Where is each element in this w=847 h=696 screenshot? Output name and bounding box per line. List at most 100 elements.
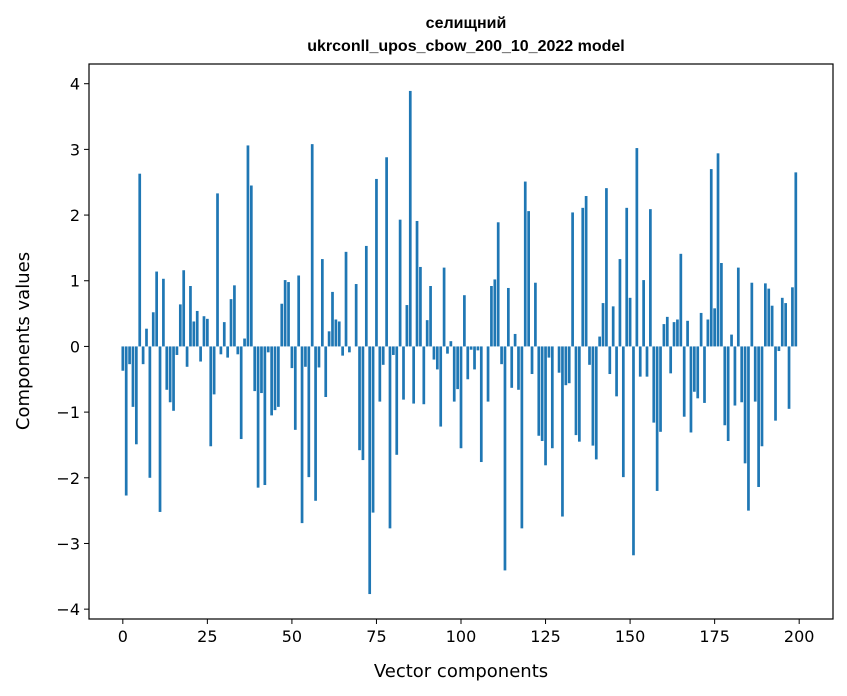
y-tick-label: −3 bbox=[56, 534, 80, 553]
bar-component-129 bbox=[557, 346, 561, 373]
bar-component-45 bbox=[273, 346, 277, 411]
bar-component-38 bbox=[249, 185, 253, 347]
bar-component-120 bbox=[527, 211, 530, 347]
x-tick-label: 0 bbox=[118, 627, 128, 646]
bar-component-92 bbox=[432, 346, 436, 360]
bar-component-61 bbox=[327, 331, 331, 347]
x-tick-label: 75 bbox=[366, 627, 386, 646]
bar-component-182 bbox=[736, 267, 740, 347]
bar-component-112 bbox=[500, 346, 503, 365]
x-axis-label: Vector components bbox=[374, 661, 548, 682]
bar-component-126 bbox=[547, 346, 551, 358]
x-tick-label: 175 bbox=[699, 627, 730, 646]
bar-component-122 bbox=[534, 282, 537, 347]
bar-component-148 bbox=[621, 346, 625, 478]
bar-component-181 bbox=[733, 346, 737, 406]
bar-component-109 bbox=[490, 286, 493, 347]
bar-component-118 bbox=[520, 346, 524, 529]
bar-component-41 bbox=[260, 346, 263, 394]
bar-component-124 bbox=[540, 346, 544, 442]
bar-component-156 bbox=[649, 209, 652, 347]
bar-component-101 bbox=[463, 295, 466, 347]
x-tick-label: 125 bbox=[530, 627, 561, 646]
bar-component-190 bbox=[764, 283, 767, 347]
bar-component-17 bbox=[178, 304, 182, 347]
chart-title-line1: селищний bbox=[426, 15, 507, 32]
bar-component-161 bbox=[665, 316, 669, 347]
bar-component-162 bbox=[669, 346, 673, 374]
bar-component-151 bbox=[632, 346, 635, 556]
bar-component-84 bbox=[405, 305, 409, 347]
bar-component-28 bbox=[216, 193, 219, 347]
bar-component-81 bbox=[395, 346, 399, 455]
bar-component-65 bbox=[341, 346, 344, 356]
bar-component-58 bbox=[317, 346, 321, 368]
bar-component-3 bbox=[131, 346, 135, 407]
bar-component-25 bbox=[206, 318, 209, 347]
bar-component-119 bbox=[523, 181, 527, 347]
bar-component-178 bbox=[723, 346, 727, 426]
bar-component-10 bbox=[155, 271, 158, 347]
bar-component-75 bbox=[375, 178, 378, 347]
bar-component-111 bbox=[496, 222, 500, 347]
y-tick-label: −1 bbox=[56, 403, 80, 422]
bar-component-19 bbox=[185, 346, 189, 367]
bar-component-144 bbox=[608, 346, 612, 375]
bar-component-30 bbox=[222, 322, 226, 347]
bar-component-59 bbox=[320, 259, 324, 347]
bar-component-21 bbox=[192, 321, 196, 347]
bar-component-198 bbox=[791, 287, 794, 347]
bar-component-20 bbox=[189, 286, 192, 347]
x-tick-label: 50 bbox=[282, 627, 302, 646]
bar-component-67 bbox=[348, 346, 351, 353]
bar-component-191 bbox=[767, 288, 771, 347]
bar-component-35 bbox=[239, 346, 243, 440]
bar-component-196 bbox=[784, 303, 788, 347]
bar-component-5 bbox=[138, 173, 142, 347]
bar-component-150 bbox=[628, 297, 632, 347]
bar-component-135 bbox=[578, 346, 581, 442]
bar-component-87 bbox=[415, 220, 419, 347]
bar-component-153 bbox=[638, 346, 642, 377]
bar-component-44 bbox=[270, 346, 273, 416]
bar-component-76 bbox=[378, 346, 382, 402]
bar-component-163 bbox=[672, 322, 676, 347]
bar-component-14 bbox=[168, 346, 172, 403]
bar-component-86 bbox=[412, 346, 416, 404]
bar-component-79 bbox=[388, 346, 392, 529]
bar-component-177 bbox=[720, 263, 723, 347]
bar-component-125 bbox=[544, 346, 547, 466]
bar-component-95 bbox=[442, 267, 446, 347]
y-tick-label: −4 bbox=[56, 600, 80, 619]
bar-component-145 bbox=[611, 306, 615, 347]
bar-component-90 bbox=[425, 320, 429, 347]
bar-component-26 bbox=[209, 346, 213, 447]
bar-component-46 bbox=[277, 346, 280, 407]
bar-component-50 bbox=[290, 346, 294, 369]
bar-component-199 bbox=[794, 172, 798, 347]
x-tick-label: 25 bbox=[197, 627, 217, 646]
bar-component-97 bbox=[449, 341, 453, 347]
y-tick-label: 4 bbox=[70, 75, 80, 94]
bar-component-9 bbox=[151, 312, 155, 347]
bar-component-15 bbox=[172, 346, 175, 411]
bar-component-53 bbox=[300, 346, 304, 524]
bar-component-116 bbox=[513, 333, 517, 347]
bar-component-85 bbox=[408, 90, 412, 347]
bar-component-170 bbox=[696, 346, 700, 399]
bar-component-115 bbox=[510, 346, 514, 388]
bar-component-136 bbox=[581, 207, 585, 347]
bar-component-64 bbox=[337, 321, 341, 347]
bar-component-185 bbox=[747, 346, 750, 511]
bar-component-1 bbox=[124, 346, 128, 496]
bar-component-187 bbox=[753, 346, 757, 402]
bar-component-114 bbox=[506, 287, 510, 347]
bar-component-7 bbox=[145, 328, 148, 347]
bar-component-108 bbox=[486, 346, 490, 402]
bar-component-31 bbox=[226, 346, 230, 358]
bar-component-159 bbox=[659, 346, 662, 432]
bar-component-141 bbox=[598, 336, 602, 347]
bar-component-194 bbox=[777, 346, 781, 352]
bar-component-18 bbox=[182, 270, 186, 347]
bar-component-157 bbox=[652, 346, 656, 423]
